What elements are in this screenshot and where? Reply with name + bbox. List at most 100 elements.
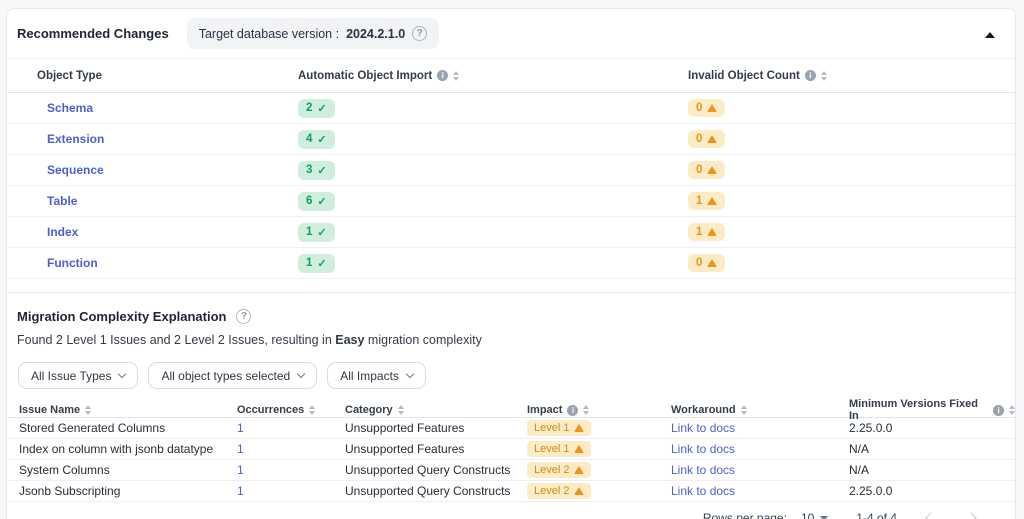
recommended-changes-panel: Recommended Changes Target database vers… <box>6 8 1016 519</box>
sort-icon[interactable] <box>740 405 747 415</box>
issue-name: Jsonb Subscripting <box>19 484 121 498</box>
info-icon[interactable] <box>993 404 1004 416</box>
object-table-body: Schema 2 0 Extension 4 0 <box>7 93 1015 279</box>
sort-icon[interactable] <box>1009 405 1015 415</box>
object-type-link[interactable]: Extension <box>47 132 105 146</box>
warning-icon <box>574 466 585 474</box>
issues-table-body: Stored Generated Columns 1 Unsupported F… <box>7 418 1015 502</box>
issue-name: Stored Generated Columns <box>19 421 166 435</box>
occurrences-link[interactable]: 1 <box>237 484 244 498</box>
help-icon[interactable] <box>236 309 252 324</box>
invalid-count-badge: 0 <box>688 99 726 117</box>
filter-impacts[interactable]: All Impacts <box>327 362 426 389</box>
min-version-fixed: N/A <box>849 463 870 477</box>
previous-page-icon[interactable] <box>925 512 937 519</box>
issues-table-header: Issue Name Occurrences Category Impact W… <box>7 398 1015 422</box>
column-header-automatic-object-import: Automatic Object Import <box>298 70 688 82</box>
issue-name: Index on column with jsonb datatype <box>19 442 214 456</box>
object-type-link[interactable]: Schema <box>47 101 94 115</box>
workaround-link[interactable]: Link to docs <box>671 463 736 477</box>
object-type-link[interactable]: Index <box>47 225 79 239</box>
import-count-badge: 3 <box>298 160 335 180</box>
table-row: Schema 2 0 <box>7 93 1015 124</box>
column-header-issue-name: Issue Name <box>19 404 237 416</box>
column-header-object-type: Object Type <box>37 69 102 82</box>
occurrences-link[interactable]: 1 <box>237 463 244 477</box>
check-icon <box>317 102 326 115</box>
help-icon[interactable] <box>412 26 428 41</box>
issue-name: System Columns <box>19 463 110 477</box>
filter-issue-types[interactable]: All Issue Types <box>18 362 139 389</box>
import-count-badge: 2 <box>298 98 335 118</box>
check-icon <box>317 257 326 270</box>
check-icon <box>317 133 326 146</box>
chevron-down-icon <box>405 369 415 379</box>
workaround-link[interactable]: Link to docs <box>671 421 736 435</box>
warning-icon <box>707 228 718 236</box>
workaround-link[interactable]: Link to docs <box>671 484 736 498</box>
issue-category: Unsupported Features <box>345 442 465 456</box>
invalid-count-badge: 1 <box>688 192 726 210</box>
import-count-badge: 6 <box>298 191 335 211</box>
column-header-occurrences: Occurrences <box>237 404 345 416</box>
info-icon[interactable] <box>437 70 449 81</box>
warning-icon <box>707 197 718 205</box>
object-type-link[interactable]: Table <box>47 194 78 208</box>
column-header-workaround: Workaround <box>671 404 849 416</box>
caret-down-icon <box>820 515 829 519</box>
table-row: Jsonb Subscripting 1 Unsupported Query C… <box>7 481 1015 502</box>
import-count-badge: 4 <box>298 129 335 149</box>
workaround-link[interactable]: Link to docs <box>671 442 736 456</box>
filter-object-types[interactable]: All object types selected <box>148 362 318 389</box>
complexity-section-title: Migration Complexity Explanation <box>17 309 227 324</box>
chevron-down-icon <box>118 369 127 379</box>
invalid-count-badge: 0 <box>688 161 726 179</box>
issue-filters: All Issue Types All object types selecte… <box>18 362 1015 389</box>
check-icon <box>317 226 326 239</box>
table-row: Index 1 1 <box>7 217 1015 248</box>
collapse-panel-icon[interactable] <box>985 32 995 38</box>
sort-icon[interactable] <box>397 405 404 415</box>
warning-icon <box>707 104 718 112</box>
target-db-version-label: Target database version : <box>198 26 340 41</box>
object-table-header: Object Type Automatic Object Import Inva… <box>7 59 1015 93</box>
object-type-link[interactable]: Function <box>47 256 98 270</box>
warning-icon <box>707 259 718 267</box>
min-version-fixed: N/A <box>849 442 870 456</box>
warning-icon <box>574 424 585 432</box>
impact-badge: Level 1 <box>527 441 592 457</box>
sort-icon[interactable] <box>820 70 827 81</box>
min-version-fixed: 2.25.0.0 <box>849 484 893 498</box>
table-row: Table 6 1 <box>7 186 1015 217</box>
info-icon[interactable] <box>804 70 816 81</box>
column-header-impact: Impact <box>527 404 671 416</box>
column-header-category: Category <box>345 404 527 416</box>
sort-icon[interactable] <box>309 405 316 415</box>
warning-icon <box>707 135 718 143</box>
sort-icon[interactable] <box>583 405 590 415</box>
target-db-version-chip: Target database version : 2024.2.1.0 <box>186 18 440 49</box>
occurrences-link[interactable]: 1 <box>237 442 244 456</box>
target-db-version-value: 2024.2.1.0 <box>346 26 406 41</box>
invalid-count-badge: 0 <box>688 130 726 148</box>
section-divider <box>7 292 1015 293</box>
occurrences-link[interactable]: 1 <box>237 421 244 435</box>
sort-icon[interactable] <box>85 405 92 415</box>
import-count-badge: 1 <box>298 222 335 242</box>
issue-category: Unsupported Query Constructs <box>345 463 511 477</box>
info-icon[interactable] <box>567 404 579 416</box>
column-header-min-versions-fixed: Minimum Versions Fixed In <box>849 398 1015 422</box>
rows-per-page-select[interactable]: 10 <box>801 511 829 519</box>
object-type-link[interactable]: Sequence <box>47 163 104 177</box>
impact-badge: Level 2 <box>527 462 592 478</box>
warning-icon <box>574 487 585 495</box>
table-row: Index on column with jsonb datatype 1 Un… <box>7 439 1015 460</box>
table-row: Sequence 3 0 <box>7 155 1015 186</box>
impact-badge: Level 1 <box>527 420 592 436</box>
pagination-range: 1-4 of 4 <box>856 511 897 519</box>
next-page-icon[interactable] <box>965 512 977 519</box>
warning-icon <box>707 166 718 174</box>
invalid-count-badge: 1 <box>688 223 726 241</box>
sort-icon[interactable] <box>453 70 460 81</box>
import-count-badge: 1 <box>298 253 335 273</box>
